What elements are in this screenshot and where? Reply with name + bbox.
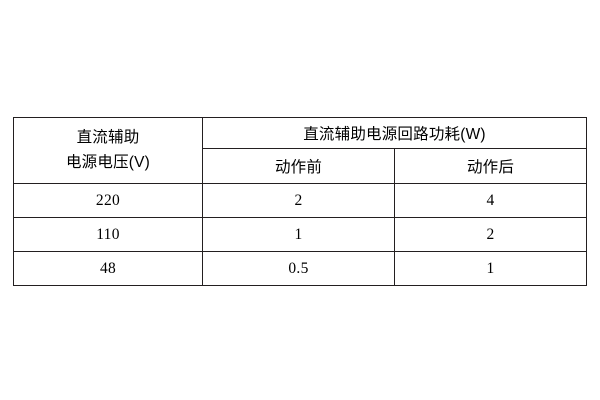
cell-voltage: 220 — [13, 183, 203, 218]
table-header-row-secondary: 动作前 动作后 — [14, 148, 587, 184]
header-cell-after: 动作后 — [394, 148, 587, 184]
cell-power-after: 4 — [394, 183, 587, 218]
cell-power-after: 1 — [394, 251, 587, 286]
header-cell-voltage: 直流辅助 电源电压(V) — [13, 117, 203, 184]
header-voltage-line1: 直流辅助 — [76, 129, 140, 147]
cell-power-before: 1 — [202, 217, 395, 252]
cell-voltage: 48 — [13, 251, 203, 286]
header-cell-before: 动作前 — [202, 148, 395, 184]
cell-power-before: 2 — [202, 183, 395, 218]
header-voltage-line2: 电源电压(V) — [65, 153, 151, 171]
cell-power-before: 0.5 — [202, 251, 395, 286]
dc-auxiliary-power-table: 直流辅助 电源电压(V) 直流辅助电源回路功耗(W) 动作前 动作后 220 2… — [13, 117, 587, 286]
cell-power-after: 2 — [394, 217, 587, 252]
table-row: 110 1 2 — [13, 217, 587, 252]
table-row: 220 2 4 — [13, 183, 587, 218]
cell-voltage: 110 — [13, 217, 203, 252]
table-row: 48 0.5 1 — [13, 251, 587, 286]
table-header-row-primary: 直流辅助 电源电压(V) 直流辅助电源回路功耗(W) — [13, 117, 587, 184]
header-cell-power-group: 直流辅助电源回路功耗(W) — [202, 117, 587, 149]
